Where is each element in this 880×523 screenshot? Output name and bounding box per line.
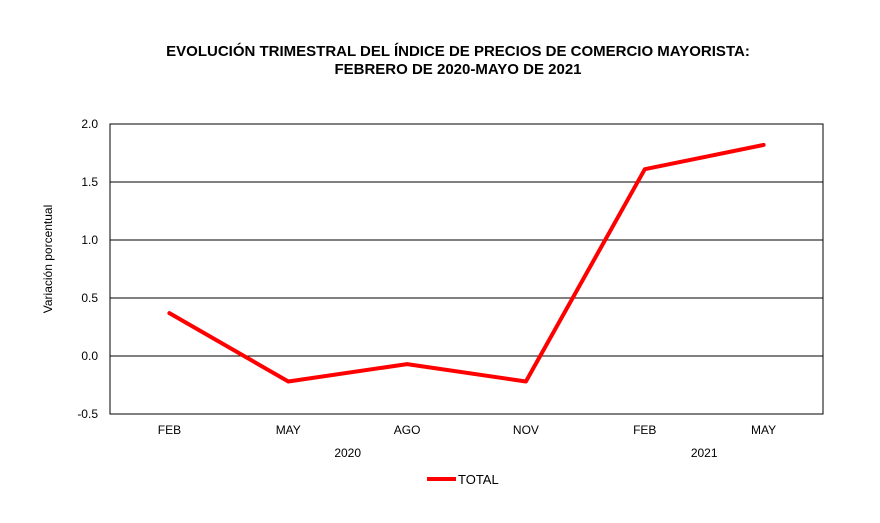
series-layer (167, 142, 766, 384)
x-tick-label: FEB (633, 423, 656, 437)
y-tick-label: 0.5 (81, 291, 98, 305)
gridlines (110, 123, 823, 415)
y-tick-label: 0.0 (81, 349, 98, 363)
x-tick-label: AGO (394, 423, 421, 437)
series-line-total (167, 142, 766, 384)
year-group-label: 2020 (334, 446, 361, 460)
chart-subtitle: FEBRERO DE 2020-MAYO DE 2021 (334, 61, 581, 78)
chart-title: EVOLUCIÓN TRIMESTRAL DEL ÍNDICE DE PRECI… (166, 42, 750, 60)
x-tick-label: FEB (158, 423, 181, 437)
year-group-label: 2021 (691, 446, 718, 460)
x-axis-ticks: FEB MAY AGO NOV FEB MAY (158, 423, 776, 437)
y-axis-label: Variación porcentual (41, 205, 55, 314)
year-labels: 2020 2021 (334, 446, 718, 460)
y-tick-label: 1.5 (81, 175, 98, 189)
x-tick-label: MAY (276, 423, 301, 437)
y-axis-ticks: 2.0 1.5 1.0 0.5 0.0 -0.5 (77, 117, 98, 421)
legend-label-total: TOTAL (458, 472, 499, 487)
y-tick-label: 2.0 (81, 117, 98, 131)
x-tick-label: MAY (751, 423, 776, 437)
y-tick-label: -0.5 (77, 407, 98, 421)
y-tick-label: 1.0 (81, 233, 98, 247)
legend: TOTAL (427, 472, 499, 487)
plot-area (109, 123, 824, 415)
x-tick-label: NOV (513, 423, 539, 437)
